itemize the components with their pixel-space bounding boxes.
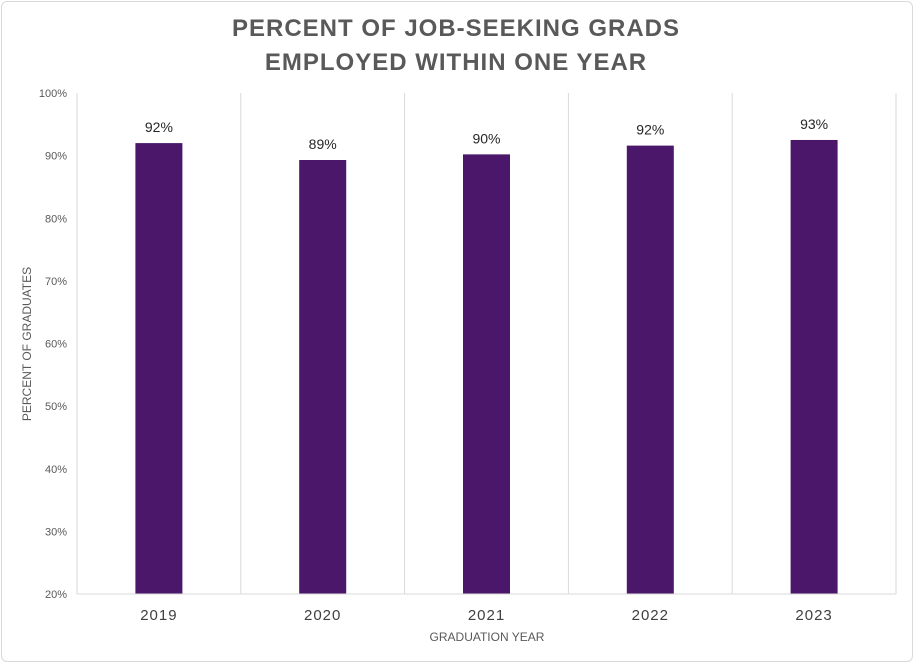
x-tick-label: 2023 bbox=[795, 607, 832, 624]
x-axis-label: GRADUATION YEAR bbox=[430, 630, 545, 644]
y-tick-label: 100% bbox=[39, 88, 67, 100]
y-tick-label: 30% bbox=[45, 526, 67, 538]
y-tick-label: 60% bbox=[45, 339, 67, 351]
bar-data-label: 89% bbox=[309, 136, 337, 152]
x-tick-label: 2022 bbox=[632, 607, 669, 624]
y-tick-label: 80% bbox=[45, 213, 67, 225]
bar bbox=[626, 145, 674, 595]
chart-title-line-1: PERCENT OF JOB-SEEKING GRADS bbox=[232, 15, 680, 42]
y-axis-label: PERCENT OF GRADUATES bbox=[20, 267, 34, 421]
y-axis-ticks: 20% 30% 40% 50% 60% 70% 80% 90% 100% bbox=[39, 88, 67, 601]
data-labels: 92% 89% 90% 92% 93% bbox=[145, 116, 828, 152]
bar-data-label: 93% bbox=[800, 116, 828, 132]
bar bbox=[790, 139, 838, 594]
y-tick-label: 40% bbox=[45, 464, 67, 476]
bar-data-label: 92% bbox=[145, 119, 173, 135]
bar-data-label: 92% bbox=[636, 122, 664, 138]
bar-data-label: 90% bbox=[472, 130, 500, 146]
grid-lines bbox=[76, 93, 897, 594]
y-tick-label: 20% bbox=[45, 589, 67, 601]
y-tick-label: 90% bbox=[45, 151, 67, 163]
x-axis-ticks: 2019 2020 2021 2022 2023 bbox=[140, 607, 832, 624]
x-tick-label: 2019 bbox=[140, 607, 177, 624]
chart-title-line-2: EMPLOYED WITHIN ONE YEAR bbox=[265, 49, 647, 76]
bar bbox=[135, 143, 183, 594]
y-tick-label: 70% bbox=[45, 276, 67, 288]
y-tick-label: 50% bbox=[45, 401, 67, 413]
x-tick-label: 2020 bbox=[304, 607, 341, 624]
x-tick-label: 2021 bbox=[468, 607, 505, 624]
bars bbox=[135, 139, 838, 595]
bar bbox=[299, 160, 347, 595]
bar bbox=[463, 154, 510, 594]
